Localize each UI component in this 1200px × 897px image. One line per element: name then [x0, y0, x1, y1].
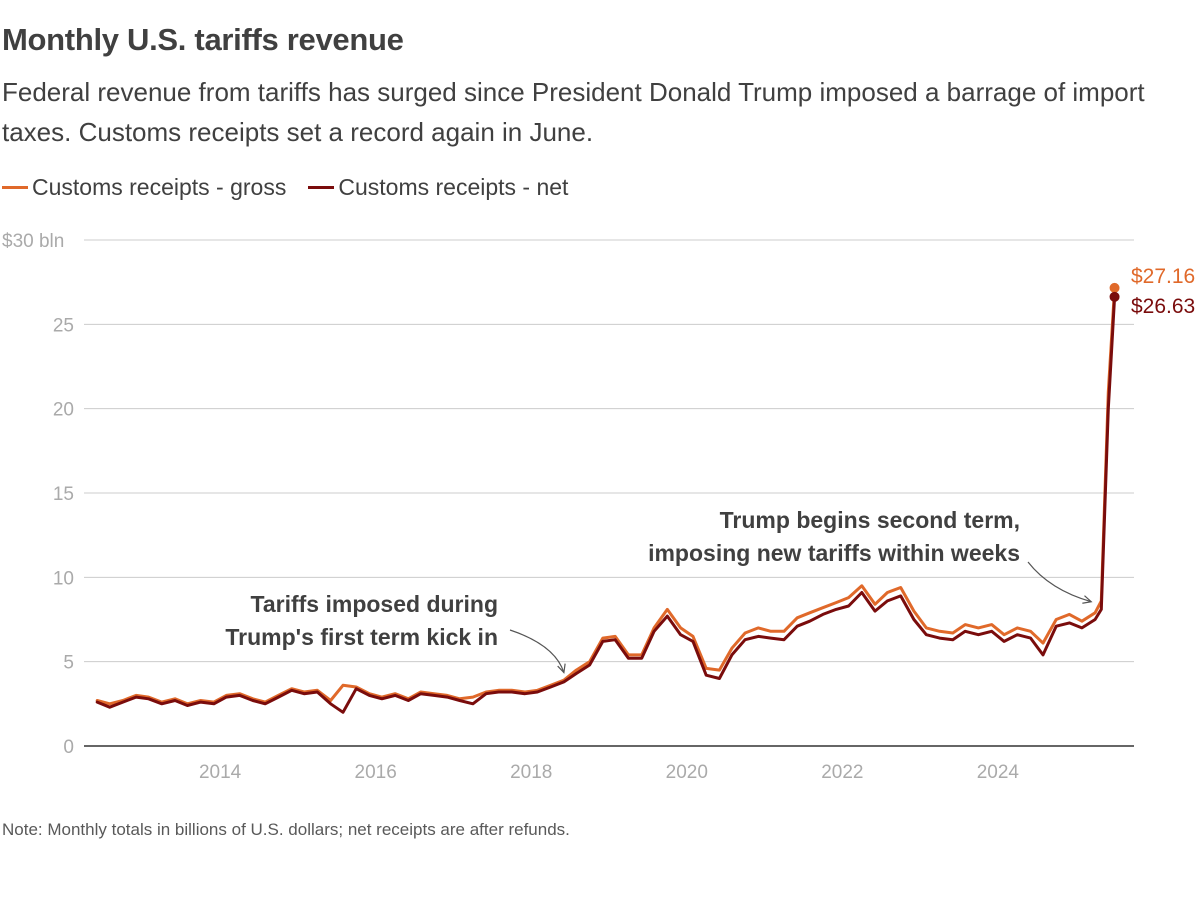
chart-title: Monthly U.S. tariffs revenue: [2, 22, 404, 57]
annotation-layer: Tariffs imposed during Trump's first ter…: [225, 507, 1093, 674]
series-line-gross: [95, 286, 1117, 706]
chart-subtitle: Federal revenue from tariffs has surged …: [2, 77, 1145, 147]
legend-label-gross: Customs receipts - gross: [32, 174, 287, 200]
x-tick-label-2022: 2022: [821, 762, 863, 783]
x-tick-label-2016: 2016: [355, 762, 397, 783]
y-tick-label-10: 10: [53, 568, 74, 589]
end-point-gross: [1109, 282, 1120, 293]
end-label-layer: $27.16 $26.63: [1131, 265, 1195, 318]
annotation-arrow-second-term: [1027, 561, 1092, 603]
x-tick-label-2020: 2020: [666, 762, 708, 783]
line-layer: [95, 282, 1120, 714]
annotation-first-term-line-2: Trump's first term kick in: [225, 624, 498, 650]
y-tick-label-20: 20: [53, 400, 74, 421]
end-point-net: [1109, 291, 1120, 302]
annotation-first-term-line-1: Tariffs imposed during: [251, 591, 498, 617]
legend-swatch-net: [308, 186, 335, 189]
legend-item-net: Customs receipts - net: [308, 174, 568, 201]
series-line-net: [95, 295, 1117, 714]
end-label-gross: $27.16: [1131, 265, 1195, 288]
y-tick-label-25: 25: [53, 315, 74, 336]
legend: Customs receipts - gross Customs receipt…: [2, 174, 590, 201]
y-tick-label-30: $30 bln: [2, 231, 64, 252]
x-tick-label-2014: 2014: [199, 762, 242, 783]
grid-layer: 0 5 10 15 20 25 $30 bln 2014 2016 2018 2020 2022 202…: [2, 231, 1134, 783]
annotation-second-term-line-1: Trump begins second term,: [720, 507, 1020, 533]
legend-label-net: Customs receipts - net: [338, 174, 569, 200]
annotation-second-term-line-2: imposing new tariffs within weeks: [648, 540, 1020, 566]
annotation-arrow-second-term-head: [1082, 595, 1093, 604]
y-tick-label-15: 15: [53, 484, 74, 505]
y-tick-label-5: 5: [63, 653, 74, 674]
legend-item-gross: Customs receipts - gross: [2, 174, 286, 201]
y-tick-label-0: 0: [63, 737, 74, 758]
x-tick-label-2024: 2024: [977, 762, 1020, 783]
end-label-net: $26.63: [1131, 295, 1195, 318]
legend-swatch-gross: [2, 186, 28, 189]
annotation-arrow-first-term-head: [557, 663, 566, 674]
x-tick-label-2018: 2018: [510, 762, 552, 783]
annotation-arrow-first-term: [509, 629, 565, 673]
chart-note: Note: Monthly totals in billions of U.S.…: [2, 820, 570, 839]
